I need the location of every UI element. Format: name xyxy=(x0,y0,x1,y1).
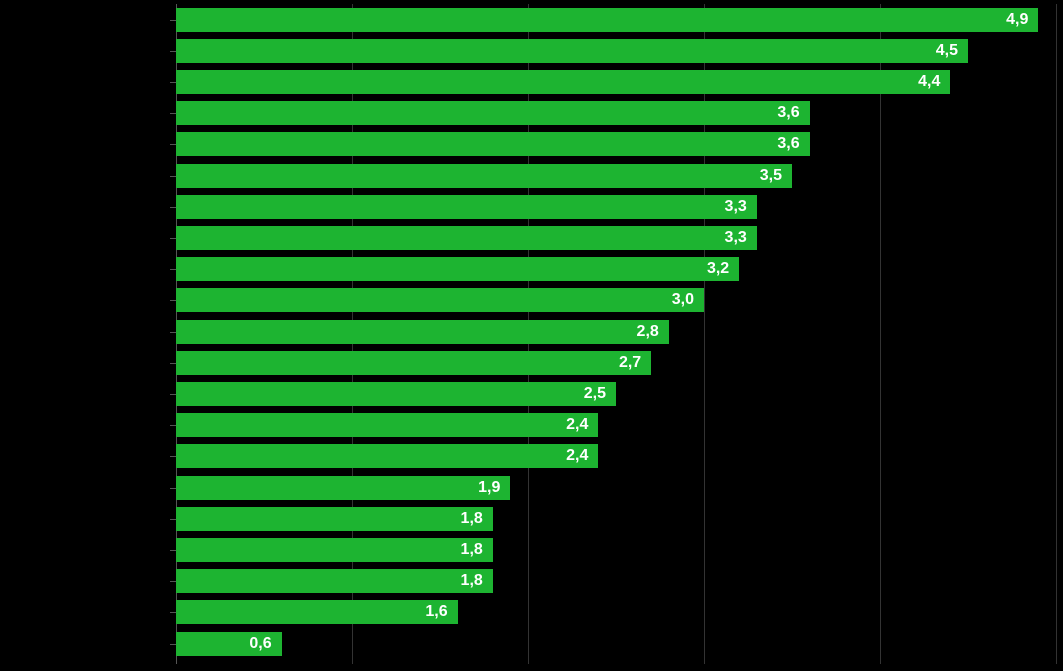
y-tick xyxy=(170,394,176,395)
bar: 1,6 xyxy=(176,600,458,624)
bar-value-label: 3,3 xyxy=(725,229,747,247)
bar: 1,9 xyxy=(176,476,510,500)
bar: 4,4 xyxy=(176,70,950,94)
bar-row: 4,5 xyxy=(176,39,1056,63)
bar: 1,8 xyxy=(176,538,493,562)
y-tick xyxy=(170,363,176,364)
y-tick xyxy=(170,82,176,83)
bar-row: 3,2 xyxy=(176,257,1056,281)
y-tick xyxy=(170,238,176,239)
bar-value-label: 2,4 xyxy=(566,447,588,465)
y-tick xyxy=(170,456,176,457)
bar: 4,5 xyxy=(176,39,968,63)
y-tick xyxy=(170,425,176,426)
bar: 3,2 xyxy=(176,257,739,281)
y-tick xyxy=(170,488,176,489)
bar: 2,8 xyxy=(176,320,669,344)
bar-row: 4,4 xyxy=(176,70,1056,94)
bar-row: 1,8 xyxy=(176,569,1056,593)
bar-value-label: 1,9 xyxy=(478,479,500,497)
bar: 1,8 xyxy=(176,507,493,531)
bar: 2,5 xyxy=(176,382,616,406)
bar-row: 2,5 xyxy=(176,382,1056,406)
bar-row: 3,5 xyxy=(176,164,1056,188)
bar: 3,5 xyxy=(176,164,792,188)
bar-row: 1,9 xyxy=(176,476,1056,500)
bar: 0,6 xyxy=(176,632,282,656)
bar-value-label: 4,5 xyxy=(936,42,958,60)
grid-line xyxy=(1056,4,1057,664)
y-tick xyxy=(170,144,176,145)
bar-chart: 4,9 4,5 4,4 3,6 3,6 3,5 3,3 3,3 3,2 3,0 2,8 2,7 2,5 2… xyxy=(0,0,1063,671)
bar-row: 3,3 xyxy=(176,226,1056,250)
bar-value-label: 3,5 xyxy=(760,167,782,185)
bar: 3,6 xyxy=(176,101,810,125)
bar-value-label: 1,8 xyxy=(461,541,483,559)
bar-row: 3,3 xyxy=(176,195,1056,219)
bar-value-label: 4,9 xyxy=(1006,11,1028,29)
y-tick xyxy=(170,612,176,613)
bar-value-label: 0,6 xyxy=(249,635,271,653)
bar-value-label: 3,6 xyxy=(777,104,799,122)
bar-row: 3,6 xyxy=(176,132,1056,156)
y-tick xyxy=(170,519,176,520)
plot-area: 4,9 4,5 4,4 3,6 3,6 3,5 3,3 3,3 3,2 3,0 2,8 2,7 2,5 2… xyxy=(176,4,1056,664)
bar: 3,3 xyxy=(176,226,757,250)
bar-row: 3,0 xyxy=(176,288,1056,312)
bar: 1,8 xyxy=(176,569,493,593)
bar-value-label: 3,6 xyxy=(777,135,799,153)
y-tick xyxy=(170,269,176,270)
bar-value-label: 3,0 xyxy=(672,291,694,309)
bar: 3,6 xyxy=(176,132,810,156)
bar-value-label: 4,4 xyxy=(918,73,940,91)
y-tick xyxy=(170,113,176,114)
y-tick xyxy=(170,300,176,301)
bar: 3,3 xyxy=(176,195,757,219)
bar-row: 3,6 xyxy=(176,101,1056,125)
bar-row: 1,8 xyxy=(176,507,1056,531)
y-tick xyxy=(170,644,176,645)
bar-row: 2,4 xyxy=(176,413,1056,437)
bar: 2,4 xyxy=(176,413,598,437)
y-tick xyxy=(170,207,176,208)
y-tick xyxy=(170,51,176,52)
y-tick xyxy=(170,581,176,582)
bar-value-label: 1,6 xyxy=(425,603,447,621)
bar-row: 2,7 xyxy=(176,351,1056,375)
bar-value-label: 2,5 xyxy=(584,385,606,403)
y-tick xyxy=(170,332,176,333)
bar-row: 0,6 xyxy=(176,632,1056,656)
bar-value-label: 3,3 xyxy=(725,198,747,216)
bar-row: 2,8 xyxy=(176,320,1056,344)
bar-value-label: 1,8 xyxy=(461,572,483,590)
bar: 2,7 xyxy=(176,351,651,375)
bar-value-label: 2,8 xyxy=(637,323,659,341)
y-tick xyxy=(170,176,176,177)
y-tick xyxy=(170,550,176,551)
bar: 3,0 xyxy=(176,288,704,312)
bar: 4,9 xyxy=(176,8,1038,32)
y-tick xyxy=(170,20,176,21)
bar-row: 2,4 xyxy=(176,444,1056,468)
bar-row: 4,9 xyxy=(176,8,1056,32)
bar: 2,4 xyxy=(176,444,598,468)
bar-row: 1,6 xyxy=(176,600,1056,624)
bar-value-label: 3,2 xyxy=(707,260,729,278)
bar-value-label: 2,7 xyxy=(619,354,641,372)
bar-value-label: 1,8 xyxy=(461,510,483,528)
bar-row: 1,8 xyxy=(176,538,1056,562)
bar-value-label: 2,4 xyxy=(566,416,588,434)
